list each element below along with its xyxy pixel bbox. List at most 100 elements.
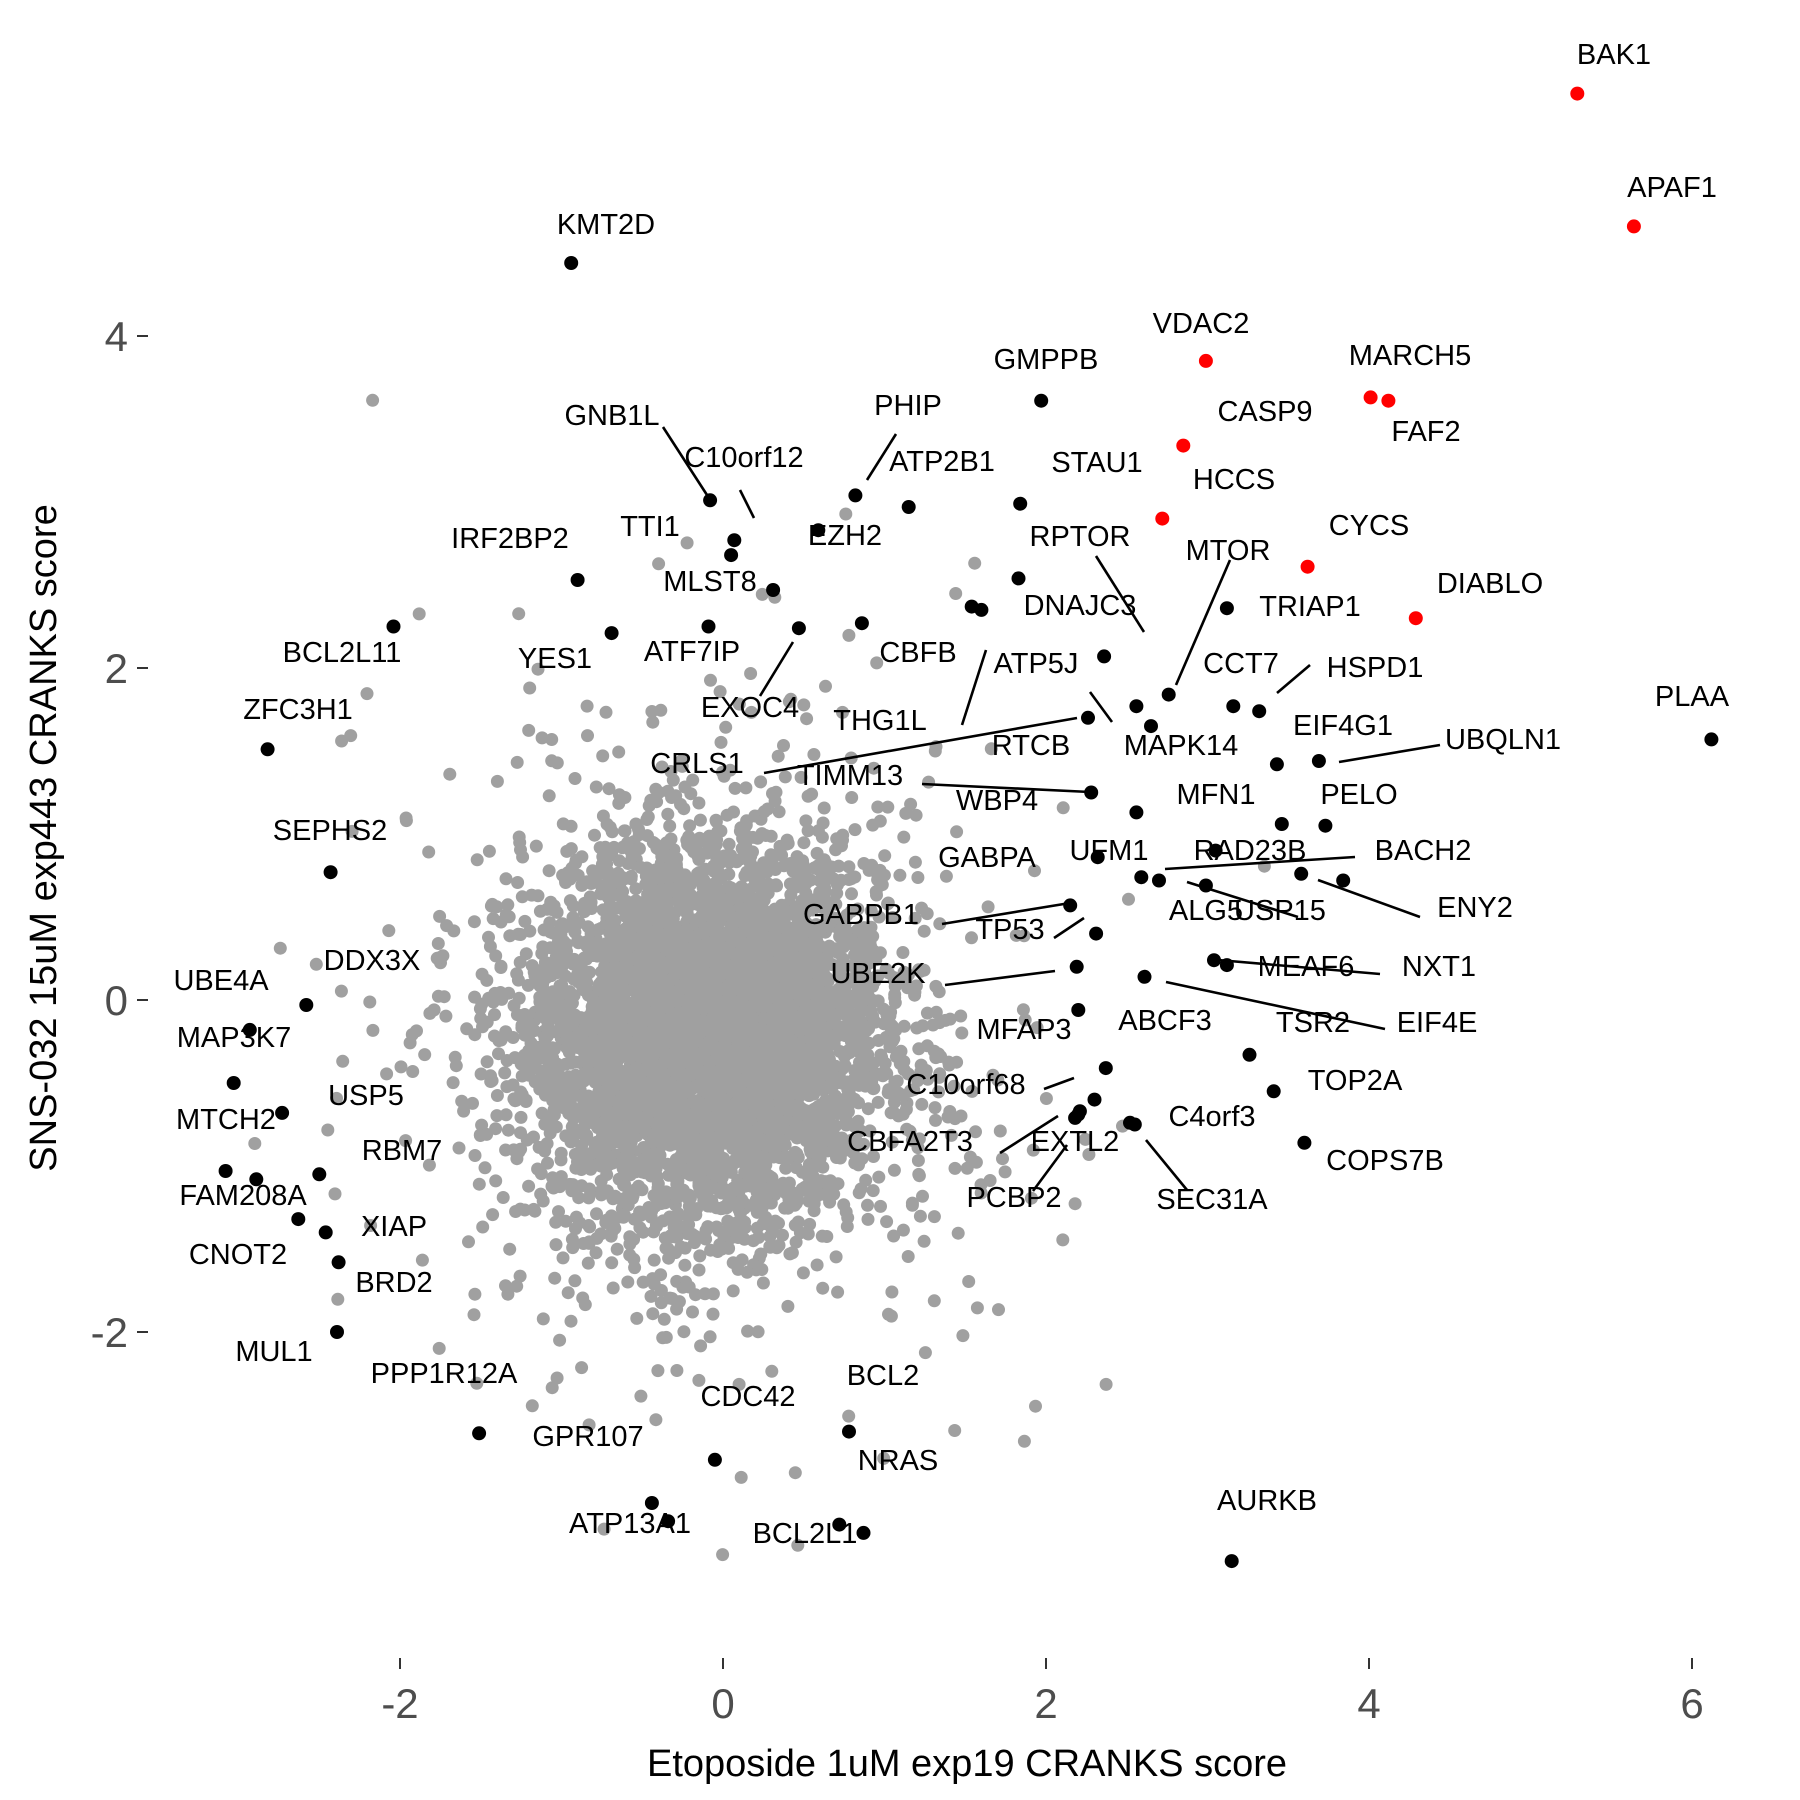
background-point — [713, 903, 727, 917]
background-point — [638, 1123, 652, 1137]
background-point — [1029, 1399, 1042, 1413]
background-point — [644, 1210, 658, 1224]
background-point — [893, 868, 907, 882]
background-point — [644, 1289, 658, 1303]
background-point — [583, 890, 597, 904]
background-point — [485, 1074, 499, 1088]
background-point — [813, 873, 827, 887]
background-point — [631, 1093, 645, 1107]
background-point — [567, 1015, 581, 1029]
background-point — [360, 687, 374, 701]
background-point — [547, 899, 561, 913]
background-point — [1056, 1233, 1070, 1247]
background-point — [878, 849, 892, 863]
background-point — [840, 1075, 854, 1089]
background-point — [779, 1150, 793, 1164]
background-point — [1056, 801, 1070, 815]
background-point — [492, 1047, 505, 1061]
background-point — [962, 1275, 976, 1288]
background-point — [494, 915, 508, 929]
background-point — [720, 1224, 734, 1238]
background-point — [765, 1364, 779, 1378]
background-point — [911, 1154, 925, 1167]
background-point — [412, 607, 426, 621]
background-point — [498, 1066, 512, 1080]
background-point — [808, 1132, 822, 1146]
background-point — [771, 1140, 784, 1154]
background-point — [802, 1085, 816, 1099]
background-point — [888, 974, 902, 988]
background-point — [703, 1330, 717, 1344]
background-point — [475, 997, 489, 1011]
background-point — [554, 1170, 568, 1184]
background-point — [564, 842, 578, 856]
background-point — [554, 1085, 568, 1099]
background-point — [515, 890, 529, 904]
background-point — [583, 965, 597, 979]
background-point — [683, 1132, 697, 1145]
background-point — [754, 896, 768, 910]
background-point — [811, 1064, 825, 1078]
background-point — [770, 879, 784, 893]
background-point — [861, 1198, 874, 1212]
background-point — [538, 1011, 552, 1025]
background-point — [569, 1161, 583, 1175]
background-point — [730, 855, 744, 869]
background-point — [578, 1071, 592, 1084]
background-point — [734, 1470, 748, 1484]
background-point — [783, 1247, 797, 1261]
background-point — [782, 1104, 796, 1118]
background-point — [732, 1073, 746, 1087]
background-point — [511, 876, 525, 889]
background-point — [824, 1077, 838, 1091]
background-point — [769, 956, 783, 970]
background-point — [775, 848, 789, 862]
background-point — [720, 808, 734, 822]
background-point — [621, 1127, 635, 1141]
background-point — [485, 897, 499, 911]
background-point — [875, 1050, 889, 1064]
background-point — [877, 1451, 891, 1465]
background-point — [917, 924, 931, 938]
background-point — [797, 836, 811, 850]
background-point — [885, 1135, 899, 1149]
background-point — [786, 1189, 800, 1203]
background-point — [912, 1169, 926, 1183]
background-point — [810, 846, 824, 860]
background-point — [565, 1184, 579, 1198]
background-point — [794, 770, 808, 784]
background-point — [550, 1371, 564, 1385]
background-point — [452, 1141, 466, 1155]
background-point — [732, 1122, 746, 1136]
background-point — [951, 1226, 965, 1240]
background-point — [644, 893, 658, 907]
background-point — [894, 1044, 908, 1058]
background-point — [867, 944, 880, 958]
background-point — [871, 800, 885, 814]
background-point — [792, 906, 806, 920]
background-point — [524, 1018, 538, 1031]
background-point — [724, 881, 738, 895]
background-point — [478, 1161, 492, 1175]
background-point — [494, 961, 508, 974]
background-point — [632, 1114, 646, 1127]
background-point — [799, 876, 813, 890]
background-point — [501, 1287, 515, 1301]
background-point — [866, 1184, 880, 1198]
background-point — [625, 1153, 639, 1167]
background-point — [366, 393, 380, 407]
background-point — [663, 945, 677, 959]
background-point — [784, 888, 798, 902]
background-point — [713, 685, 727, 699]
background-point — [678, 1258, 692, 1272]
background-point — [670, 994, 684, 1008]
background-point — [1009, 928, 1023, 942]
background-point — [1039, 1092, 1053, 1105]
background-point — [713, 867, 727, 881]
background-point — [489, 1174, 503, 1188]
background-point — [911, 1141, 925, 1155]
background-point — [548, 1271, 562, 1285]
background-point — [547, 1103, 561, 1117]
background-point — [833, 960, 847, 973]
